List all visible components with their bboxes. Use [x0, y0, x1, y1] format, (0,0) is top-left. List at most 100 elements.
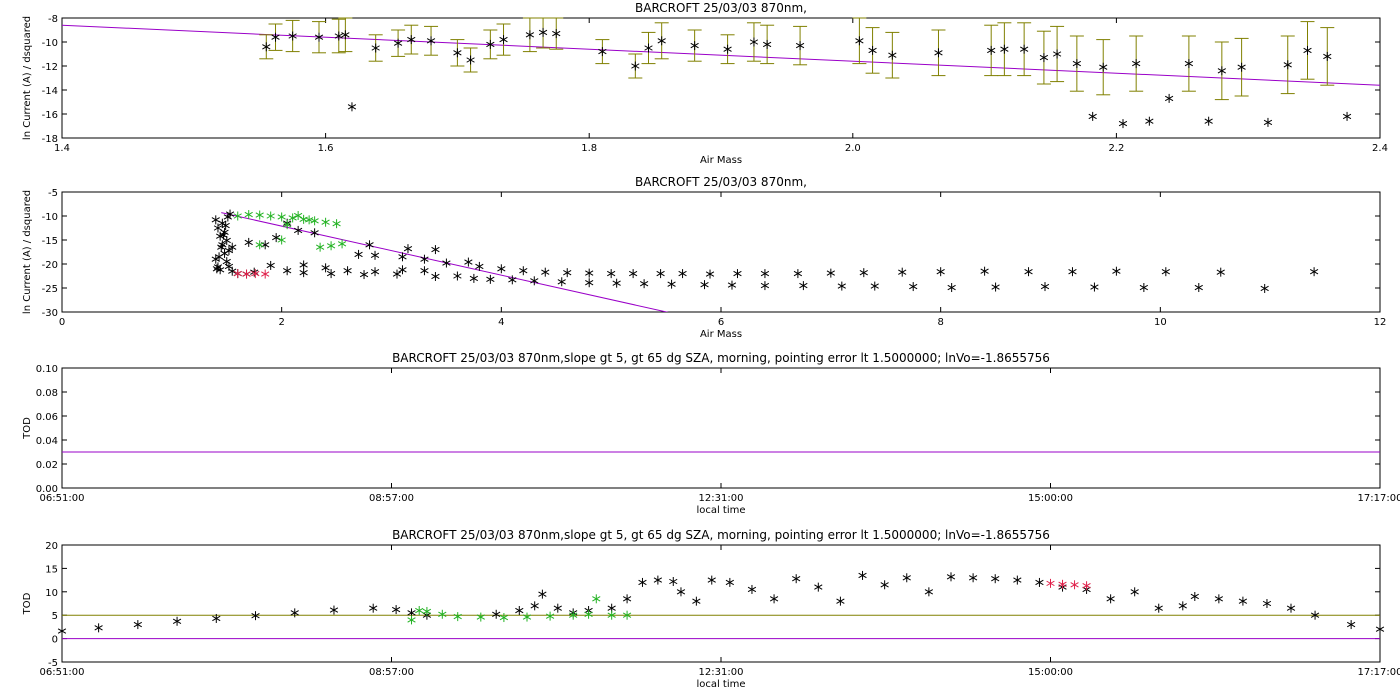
marker-stroke	[217, 244, 226, 250]
marker-stroke	[980, 268, 989, 274]
data-point-marker	[466, 55, 475, 65]
data-point-marker	[224, 246, 234, 256]
marker-stroke	[453, 273, 462, 279]
data-point-marker	[499, 613, 509, 623]
chart-title: BARCROFT 25/03/03 870nm,	[635, 175, 807, 189]
data-point-marker	[690, 41, 699, 51]
marker-stroke	[224, 263, 234, 270]
marker-stroke	[1040, 283, 1050, 290]
data-point-marker	[369, 603, 378, 613]
data-point-marker	[1046, 578, 1055, 588]
data-point-marker	[334, 31, 343, 41]
data-point-marker	[464, 257, 473, 267]
marker-stroke	[370, 268, 380, 275]
data-point-marker	[749, 37, 759, 47]
data-point-marker	[598, 47, 607, 57]
marker-stroke	[612, 280, 621, 286]
data-point-marker	[836, 596, 845, 606]
data-point-marker	[211, 215, 220, 225]
marker-stroke	[250, 269, 259, 275]
marker-stroke	[293, 212, 303, 219]
marker-stroke	[1070, 582, 1079, 588]
data-point-marker	[497, 264, 506, 274]
data-point-marker	[859, 268, 868, 278]
data-point-marker	[622, 610, 632, 620]
x-tick-label: 1.6	[318, 143, 334, 154]
data-point-marker	[678, 269, 687, 279]
marker-stroke	[585, 270, 594, 276]
data-point-marker	[220, 248, 229, 258]
marker-stroke	[283, 268, 292, 274]
x-tick-label: 06:51:00	[40, 493, 85, 504]
marker-stroke	[1072, 60, 1082, 67]
data-point-marker	[341, 30, 350, 40]
y-tick-label: -20	[42, 260, 58, 271]
marker-stroke	[222, 258, 231, 265]
data-point-marker	[486, 274, 495, 284]
marker-stroke	[525, 32, 535, 38]
marker-stroke	[225, 211, 235, 217]
x-tick-label: 0	[59, 317, 65, 328]
marker-stroke	[133, 621, 142, 628]
marker-stroke	[725, 579, 734, 586]
marker-stroke	[1058, 581, 1067, 587]
marker-stroke	[407, 617, 416, 623]
marker-stroke	[814, 584, 823, 590]
data-point-marker	[1058, 579, 1067, 589]
data-point-marker	[799, 281, 808, 291]
marker-stroke	[859, 269, 868, 276]
data-point-marker	[1178, 601, 1187, 611]
marker-stroke	[538, 29, 548, 36]
marker-stroke	[607, 605, 616, 611]
marker-stroke	[422, 608, 432, 615]
data-point-marker	[133, 620, 142, 630]
data-point-marker	[946, 572, 956, 582]
y-tick-label: 0.02	[36, 460, 58, 471]
data-point-marker	[426, 36, 436, 46]
x-tick-label: 1.4	[54, 143, 70, 154]
data-point-marker	[283, 220, 292, 230]
data-point-marker	[272, 233, 281, 243]
y-tick-label: 0.06	[36, 412, 58, 423]
data-point-marker	[538, 27, 548, 37]
marker-stroke	[334, 33, 343, 39]
marker-stroke	[314, 34, 324, 40]
marker-stroke	[991, 284, 1000, 290]
data-point-marker	[1019, 44, 1029, 54]
marker-stroke	[607, 612, 616, 618]
marker-stroke	[762, 41, 772, 48]
marker-stroke	[707, 577, 716, 583]
marker-stroke	[793, 270, 803, 277]
y-tick-label: -12	[42, 62, 58, 73]
data-point-marker	[947, 283, 956, 293]
data-point-marker	[1040, 282, 1050, 292]
marker-stroke	[310, 230, 319, 236]
marker-stroke	[552, 30, 561, 37]
data-point-marker	[370, 250, 380, 260]
panel-3: BARCROFT 25/03/03 870nm,slope gt 5, gt 6…	[22, 351, 1400, 516]
data-point-marker	[1216, 267, 1225, 277]
marker-stroke	[407, 610, 416, 616]
data-point-marker	[676, 587, 686, 597]
y-tick-label: 5	[52, 611, 58, 622]
data-point-marker	[1184, 59, 1194, 69]
y-tick-label: 10	[45, 588, 58, 599]
marker-stroke	[57, 628, 67, 634]
marker-stroke	[326, 270, 336, 277]
data-point-marker	[332, 219, 341, 229]
data-point-marker	[212, 613, 221, 623]
data-point-marker	[1283, 60, 1292, 70]
marker-stroke	[947, 284, 956, 291]
x-axis-label: Air Mass	[700, 155, 742, 166]
data-point-marker	[492, 609, 501, 619]
data-point-marker	[991, 282, 1000, 292]
marker-stroke	[255, 242, 264, 248]
marker-stroke	[987, 47, 996, 54]
data-point-marker	[293, 225, 303, 235]
marker-stroke	[211, 217, 220, 223]
marker-stroke	[622, 612, 632, 618]
data-point-marker	[639, 279, 649, 289]
chart-title: BARCROFT 25/03/03 870nm,slope gt 5, gt 6…	[392, 351, 1050, 365]
data-point-marker	[392, 269, 402, 279]
marker-stroke	[431, 246, 440, 253]
